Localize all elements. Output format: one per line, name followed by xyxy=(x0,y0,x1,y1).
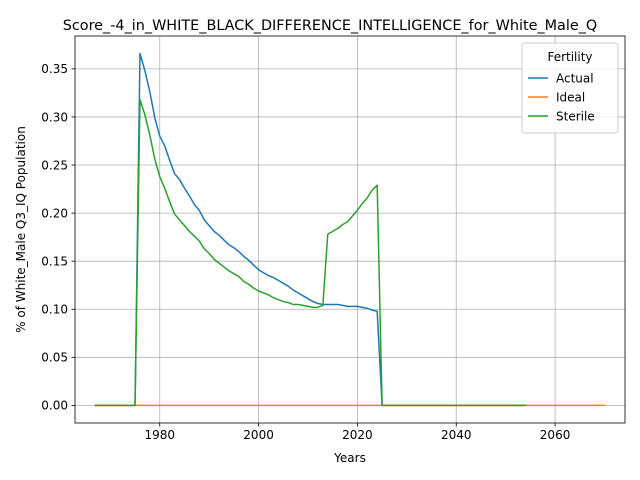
y-tick-label: 0.25 xyxy=(41,158,68,172)
legend-box xyxy=(521,42,619,134)
series-layer xyxy=(94,52,606,407)
x-tick-label: 1980 xyxy=(144,428,175,442)
x-tick-label: 2000 xyxy=(243,428,274,442)
series-line-actual xyxy=(94,52,527,407)
x-tick-label: 2040 xyxy=(441,428,472,442)
legend: Fertility Actual Ideal Sterile xyxy=(521,42,619,134)
y-tick-label: 0.10 xyxy=(41,303,68,317)
legend-label-actual: Actual xyxy=(556,71,594,85)
legend-label-sterile: Sterile xyxy=(556,109,595,123)
y-tick-label: 0.05 xyxy=(41,351,68,365)
legend-label-ideal: Ideal xyxy=(556,90,585,104)
plot-frame xyxy=(74,35,626,424)
legend-title: Fertility xyxy=(547,50,592,64)
y-axis-ticks: 0.00 0.05 0.10 0.15 0.20 0.25 0.30 0.35 xyxy=(41,62,75,413)
x-axis-ticks: 1980 2000 2020 2040 2060 xyxy=(144,423,570,442)
x-tick-label: 2020 xyxy=(342,428,373,442)
y-axis-label: % of White_Male Q3_IQ Population xyxy=(14,126,28,333)
x-tick-label: 2060 xyxy=(540,428,571,442)
x-axis-label: Years xyxy=(333,451,366,465)
y-tick-label: 0.20 xyxy=(41,206,68,220)
y-tick-label: 0.00 xyxy=(41,399,68,413)
chart-title: Score_-4_in_WHITE_BLACK_DIFFERENCE_INTEL… xyxy=(63,18,598,34)
y-tick-label: 0.30 xyxy=(41,110,68,124)
series-line-sterile xyxy=(94,98,527,407)
y-tick-label: 0.15 xyxy=(41,254,68,268)
y-tick-label: 0.35 xyxy=(41,62,68,76)
